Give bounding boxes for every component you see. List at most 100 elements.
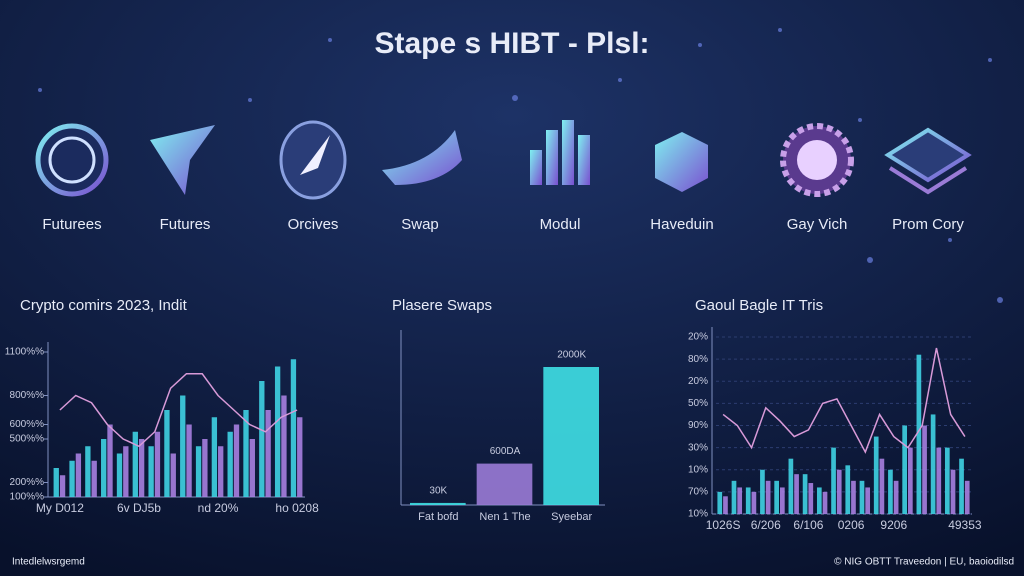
- y-tick-label: 30%: [688, 442, 708, 453]
- bar: [180, 395, 186, 497]
- icon: [888, 166, 968, 195]
- bar: [774, 480, 779, 514]
- bar: [808, 483, 814, 514]
- bar: [760, 469, 765, 514]
- value-label: 2000K: [557, 350, 586, 361]
- feature-label: Modul: [540, 216, 581, 233]
- bar: [138, 439, 145, 497]
- bar: [265, 410, 271, 497]
- bar: [85, 446, 91, 497]
- x-tick-label: Nen 1 The: [479, 511, 530, 523]
- bar: [59, 475, 66, 497]
- bar: [410, 502, 466, 505]
- y-tick-label: 200%%: [10, 477, 45, 488]
- bar: [873, 436, 879, 514]
- y-tick-label: 600%%: [10, 419, 45, 430]
- bar: [53, 468, 59, 497]
- bar: [930, 414, 936, 514]
- x-tick-label: 49353: [948, 518, 982, 532]
- stars: [38, 28, 1003, 303]
- bar: [476, 463, 533, 505]
- icon: [150, 125, 215, 195]
- bar: [950, 469, 956, 514]
- value-label: 30K: [429, 486, 447, 497]
- bar: [888, 469, 893, 514]
- y-tick-label: 80%: [688, 354, 708, 365]
- bar: [123, 446, 129, 497]
- icon: [884, 127, 972, 183]
- bar: [259, 381, 265, 497]
- y-tick-label: 500%%: [10, 434, 45, 445]
- bar: [249, 439, 255, 497]
- feature-label: Futurees: [42, 216, 101, 233]
- x-tick-label: 6/206: [751, 518, 781, 532]
- icon: [530, 120, 590, 185]
- x-tick-label: 1026S: [706, 518, 741, 532]
- bar: [148, 446, 154, 497]
- bar: [164, 410, 170, 497]
- footer-left: Intedlelwsrgemd: [12, 557, 85, 568]
- bar: [75, 453, 82, 497]
- bar: [908, 447, 913, 514]
- icon: [300, 135, 330, 175]
- bar: [132, 431, 138, 497]
- bar: [893, 480, 899, 514]
- feature-icons: [35, 120, 972, 200]
- bar: [745, 487, 751, 514]
- bar: [851, 480, 856, 514]
- bar: [233, 424, 240, 497]
- y-tick-label: 70%: [688, 487, 708, 498]
- x-tick-label: 6v DJ5b: [117, 501, 161, 515]
- bar: [731, 480, 737, 514]
- bar: [964, 480, 970, 514]
- bar: [186, 424, 192, 497]
- bar: [902, 425, 907, 514]
- footer-right: © NIG OBTT Traveedon | EU, baoiodilsd: [834, 557, 1014, 568]
- y-tick-label: 800%%: [10, 390, 45, 401]
- bar: [831, 447, 836, 514]
- chart-title: Crypto comirs 2023, Indit: [20, 297, 188, 314]
- feature-label: Prom Cory: [892, 216, 964, 233]
- y-tick-label: 20%: [688, 376, 708, 387]
- bar: [765, 480, 771, 514]
- bar: [751, 491, 757, 514]
- bar: [865, 487, 871, 514]
- x-tick-label: 0206: [838, 518, 865, 532]
- y-tick-label: 1100%%: [5, 347, 44, 358]
- page-title: Stape s HIBT - Plsl:: [374, 27, 649, 60]
- bar: [836, 469, 842, 514]
- bar: [816, 487, 822, 514]
- bar: [737, 487, 743, 514]
- bar: [859, 480, 865, 514]
- icon: [382, 130, 462, 185]
- chart-title: Gaoul Bagle IT Tris: [695, 297, 823, 314]
- y-tick-label: 90%: [688, 420, 708, 431]
- y-tick-label: 20%: [688, 332, 708, 343]
- x-tick-label: Syeebar: [551, 511, 592, 523]
- icon: [797, 140, 837, 180]
- bar: [91, 460, 97, 497]
- bar: [845, 465, 851, 514]
- feature-label: Futures: [160, 216, 211, 233]
- line: [59, 373, 298, 448]
- bar: [822, 491, 828, 514]
- x-tick-label: My D012: [36, 501, 84, 515]
- feature-label: Gay Vich: [787, 216, 848, 233]
- bar: [916, 354, 922, 514]
- x-tick-label: 6/106: [793, 518, 823, 532]
- bar: [69, 460, 75, 497]
- icon: [35, 123, 109, 197]
- bar: [101, 439, 107, 497]
- bar: [116, 453, 123, 497]
- line: [722, 347, 966, 454]
- bar: [922, 425, 927, 514]
- icon: [48, 136, 96, 184]
- chart-title: Plasere Swaps: [392, 297, 492, 314]
- bar: [944, 447, 950, 514]
- x-tick-label: ho 0208: [275, 501, 319, 515]
- bar: [218, 446, 224, 497]
- y-tick-label: 50%: [688, 398, 708, 409]
- bar: [170, 453, 176, 497]
